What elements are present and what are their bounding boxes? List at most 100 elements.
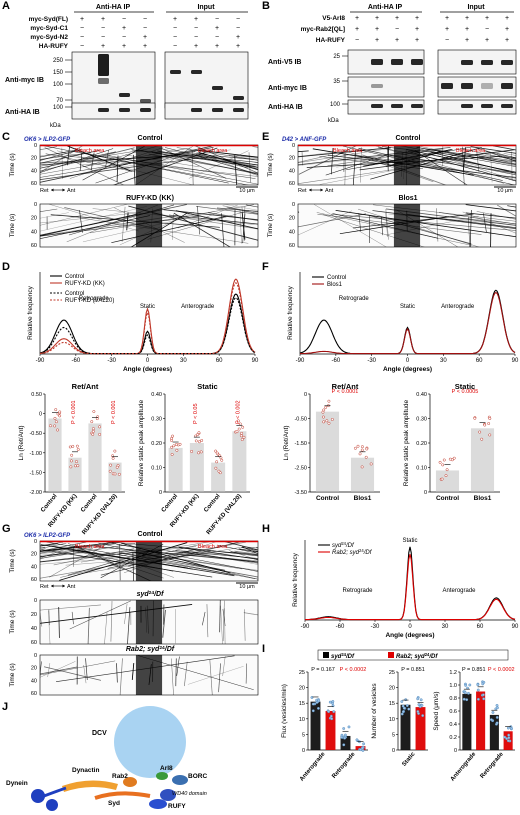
kymo-trace (123, 541, 216, 573)
sign: + (122, 43, 126, 50)
tick-label: 1.2 (449, 670, 457, 676)
tick-label: 0.10 (151, 466, 162, 472)
dot (480, 437, 484, 441)
p-value: P = 0.167 (311, 667, 335, 673)
sign: + (505, 37, 509, 44)
blot-band (391, 104, 403, 108)
sign: − (173, 43, 177, 50)
tick-label: -60 (71, 358, 80, 364)
kymo-trace (101, 541, 258, 572)
kymo-trace (465, 212, 516, 219)
tick-label: 40 (31, 626, 37, 632)
bar (168, 447, 183, 492)
kymo-trace (85, 658, 88, 680)
kymo-trace (50, 214, 220, 228)
kymo-trace (184, 661, 188, 687)
dot (360, 445, 364, 449)
label-part: syd (331, 654, 342, 660)
dot (53, 424, 57, 428)
kymo-trace (370, 147, 482, 180)
sign: − (80, 25, 84, 32)
label-part: /Df (363, 550, 373, 556)
kymo-trace (131, 551, 258, 571)
dot (199, 450, 203, 454)
dot (358, 740, 361, 744)
label: Rab2 (112, 773, 128, 780)
p-value: P < 0.002 (235, 400, 241, 424)
dot (481, 693, 485, 697)
p-value: P < 0.0002 (340, 667, 367, 673)
kymo-trace (436, 208, 439, 242)
kymo-trace (172, 213, 174, 240)
dot (441, 463, 445, 467)
kymo-trace (314, 204, 387, 247)
bar (489, 714, 499, 750)
kymo-trace (224, 541, 258, 551)
tick-label: 10 (389, 717, 395, 723)
dot (172, 444, 176, 448)
sign: + (143, 34, 147, 41)
dot (215, 460, 219, 464)
label: Ret (298, 188, 307, 194)
kymo-trace (352, 150, 356, 185)
panel-label: E (262, 131, 269, 143)
dot (356, 444, 360, 448)
dot (175, 448, 179, 452)
kymo-trace (40, 546, 196, 562)
kymo-trace (104, 156, 256, 179)
kymo-trace (40, 552, 98, 556)
tick-label: 60 (216, 358, 223, 364)
tick-label: 0 (34, 143, 37, 149)
bar (415, 707, 426, 750)
kymo-trace (381, 146, 516, 163)
kymo-frame (39, 203, 259, 248)
dot (215, 451, 219, 455)
label-part: syd (332, 543, 342, 549)
kymo-trace (40, 541, 119, 552)
label-part: /Df (428, 654, 438, 660)
dot (327, 399, 331, 403)
kymo-trace (242, 546, 258, 554)
dot (70, 453, 74, 457)
dot (70, 459, 73, 463)
kymo-trace (83, 665, 87, 684)
kymo-trace (209, 659, 213, 695)
dot (467, 691, 470, 695)
dot (495, 703, 499, 707)
dot (495, 721, 499, 725)
kymo-trace (40, 543, 117, 552)
kymo-trace (43, 666, 102, 681)
blot-band (411, 59, 423, 65)
dot (200, 439, 204, 442)
label: kDa (328, 118, 339, 124)
sign: − (355, 37, 359, 44)
kymo-trace (221, 213, 225, 247)
p-value: P < 0.0002 (488, 667, 515, 673)
dot (445, 468, 449, 472)
kymo-trace (470, 146, 516, 154)
kymo-trace (306, 156, 501, 168)
kymo-trace (222, 608, 226, 627)
kymo-trace (177, 204, 238, 229)
kymograph (40, 655, 258, 695)
tick-label: 0 (302, 748, 305, 754)
dot (214, 449, 218, 453)
label: OK6 > ILP2-GFP (24, 533, 71, 539)
blot-band (501, 83, 513, 89)
dot (76, 464, 80, 468)
kymograph (40, 145, 258, 185)
dot (74, 464, 77, 468)
kymo-trace (462, 211, 516, 234)
kymo-trace (40, 215, 202, 237)
dot (170, 439, 173, 442)
dot (111, 456, 115, 460)
tick-label: 0.40 (151, 392, 162, 398)
sign: + (395, 37, 399, 44)
dot (450, 458, 454, 462)
kymo-trace (40, 548, 46, 551)
kymo-trace (40, 661, 42, 678)
label: BORC (188, 773, 207, 780)
tick-label: 0.4 (449, 722, 457, 728)
tick-label: 60 (476, 358, 483, 364)
